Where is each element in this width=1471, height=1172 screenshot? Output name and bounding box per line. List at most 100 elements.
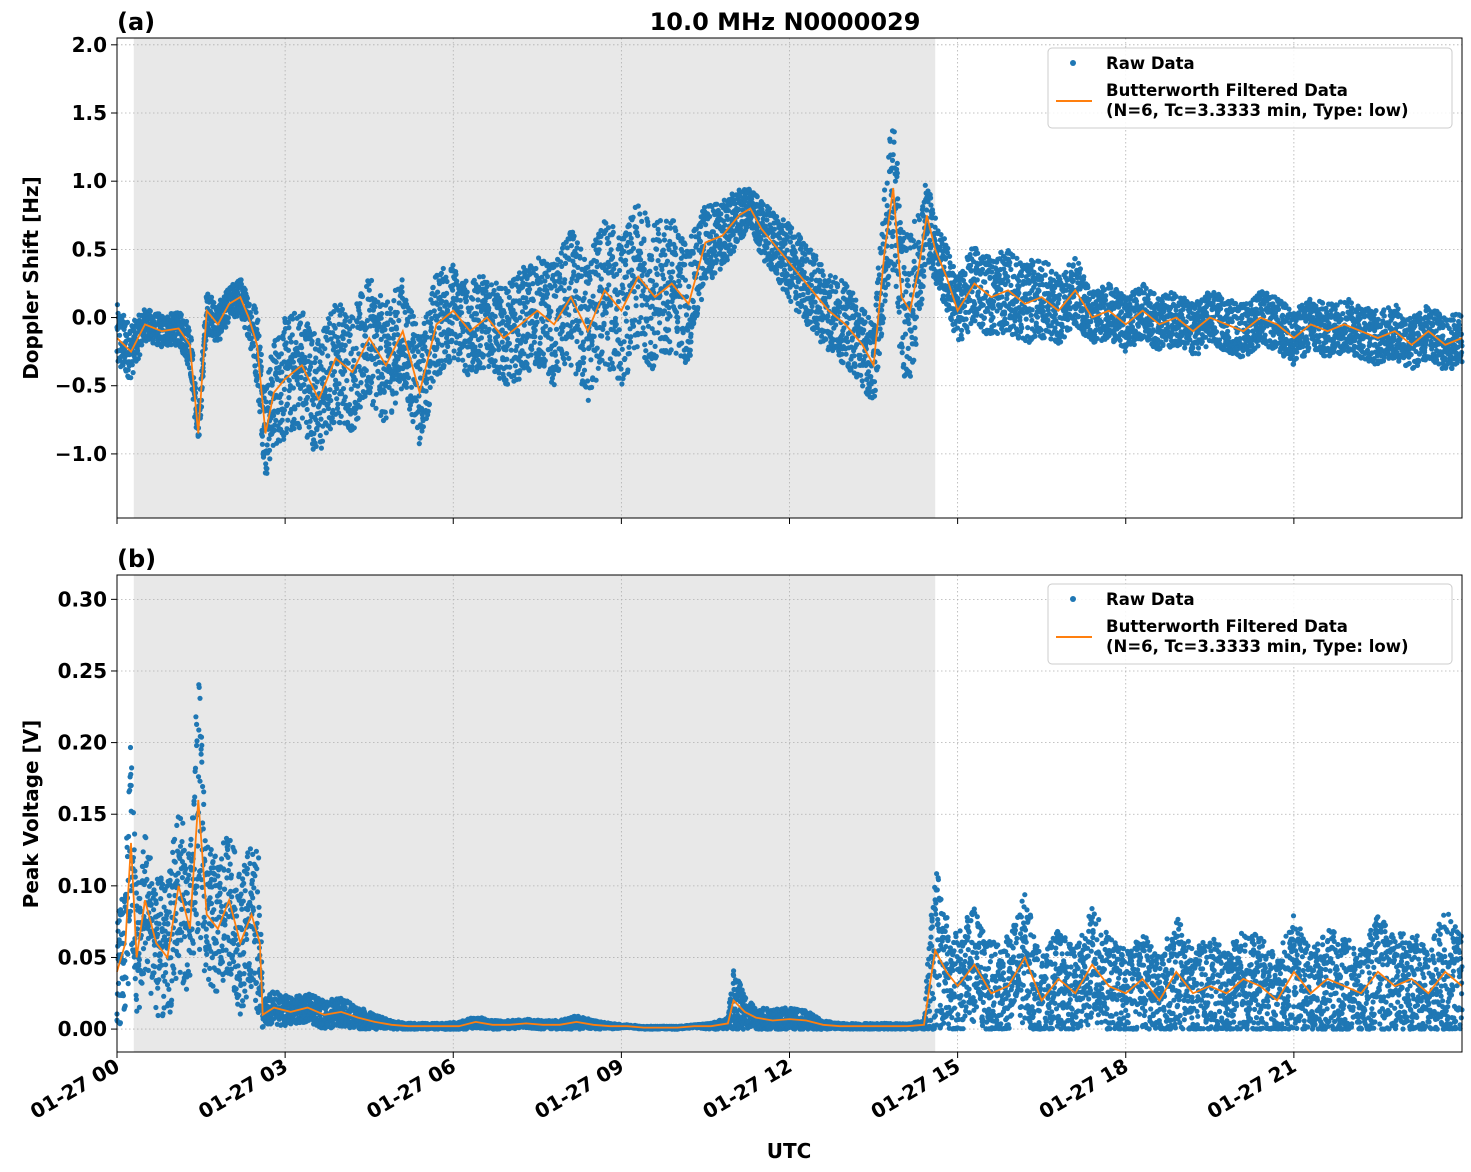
raw-data-point [619,346,625,352]
raw-data-point [922,182,928,188]
raw-data-point [895,304,902,310]
raw-data-point [818,262,824,268]
raw-data-point [673,350,679,356]
raw-data-point [512,363,519,369]
raw-data-point [653,353,659,359]
raw-data-point [584,378,591,384]
raw-data-point [328,397,334,404]
raw-data-point [481,365,487,371]
raw-data-point [628,235,634,241]
raw-data-point [411,353,418,359]
raw-data-point [891,139,897,145]
raw-data-point [688,331,694,337]
raw-data-point [258,351,264,358]
raw-data-point [508,347,514,353]
raw-data-point [135,348,141,354]
raw-data-point [615,298,622,305]
raw-data-point [638,315,644,321]
raw-data-point [991,322,997,328]
raw-data-point [352,410,358,416]
raw-data-point [707,213,713,220]
raw-data-point [399,277,405,283]
raw-data-point [629,267,635,273]
raw-data-point [912,265,918,271]
raw-data-point [590,293,596,299]
raw-data-point [469,364,475,370]
raw-data-point [344,378,350,384]
raw-data-point [362,333,369,339]
raw-data-point [717,266,723,272]
raw-data-point [679,340,685,346]
raw-data-point [859,378,865,384]
raw-data-point [487,337,493,343]
raw-data-point [789,225,795,231]
raw-data-point [947,253,953,259]
raw-data-point [188,337,194,343]
raw-data-point [340,386,347,392]
raw-data-point [980,302,986,308]
raw-data-point [972,301,978,307]
raw-data-point [865,314,872,321]
raw-data-point [657,238,663,244]
raw-data-point [857,352,863,358]
raw-data-point [1042,272,1048,278]
raw-data-point [1029,317,1035,323]
raw-data-point [297,396,303,402]
raw-data-point [459,310,465,316]
raw-data-point [611,366,617,372]
raw-data-point [1017,317,1023,323]
raw-data-point [552,352,559,358]
raw-data-point [278,391,284,397]
raw-data-point [290,385,296,391]
raw-data-point [183,318,190,325]
raw-data-point [1008,282,1014,288]
raw-data-point [457,297,463,303]
raw-data-point [959,336,965,342]
raw-data-point [264,470,270,476]
raw-data-point [186,328,192,334]
raw-data-point [677,283,683,289]
raw-data-point [660,247,667,253]
raw-data-point [623,262,629,268]
raw-data-point [577,255,583,261]
raw-data-point [319,438,326,444]
raw-data-point [321,375,327,381]
raw-data-point [562,361,568,367]
raw-data-point [974,310,980,316]
raw-data-point [871,393,878,399]
raw-data-point [540,351,547,357]
raw-data-point [597,240,603,246]
raw-data-point [336,381,342,387]
raw-data-point [297,320,304,326]
raw-data-point [899,350,905,356]
raw-data-point [470,296,476,302]
raw-data-point [117,332,123,338]
raw-data-point [542,358,548,364]
raw-data-point [695,305,701,311]
raw-data-point [809,303,815,309]
raw-data-point [893,283,899,289]
raw-data-point [311,402,317,408]
raw-data-point [515,332,522,338]
raw-data-point [444,278,450,285]
raw-data-point [963,316,969,322]
raw-data-point [420,357,426,364]
raw-data-point [556,366,562,372]
raw-data-point [633,224,640,231]
raw-data-point [1016,290,1022,296]
raw-data-point [998,287,1004,293]
raw-data-point [626,223,633,229]
raw-data-point [223,324,229,330]
raw-data-point [797,236,804,242]
raw-data-point [813,256,819,263]
raw-data-point [426,401,432,407]
raw-data-point [906,320,912,327]
raw-data-point [486,305,492,311]
raw-data-point [808,247,814,253]
raw-data-point [267,366,273,373]
raw-data-point [641,266,647,272]
raw-data-point [286,325,292,331]
raw-data-point [606,240,612,246]
raw-data-point [765,240,772,246]
raw-data-point [327,387,333,393]
